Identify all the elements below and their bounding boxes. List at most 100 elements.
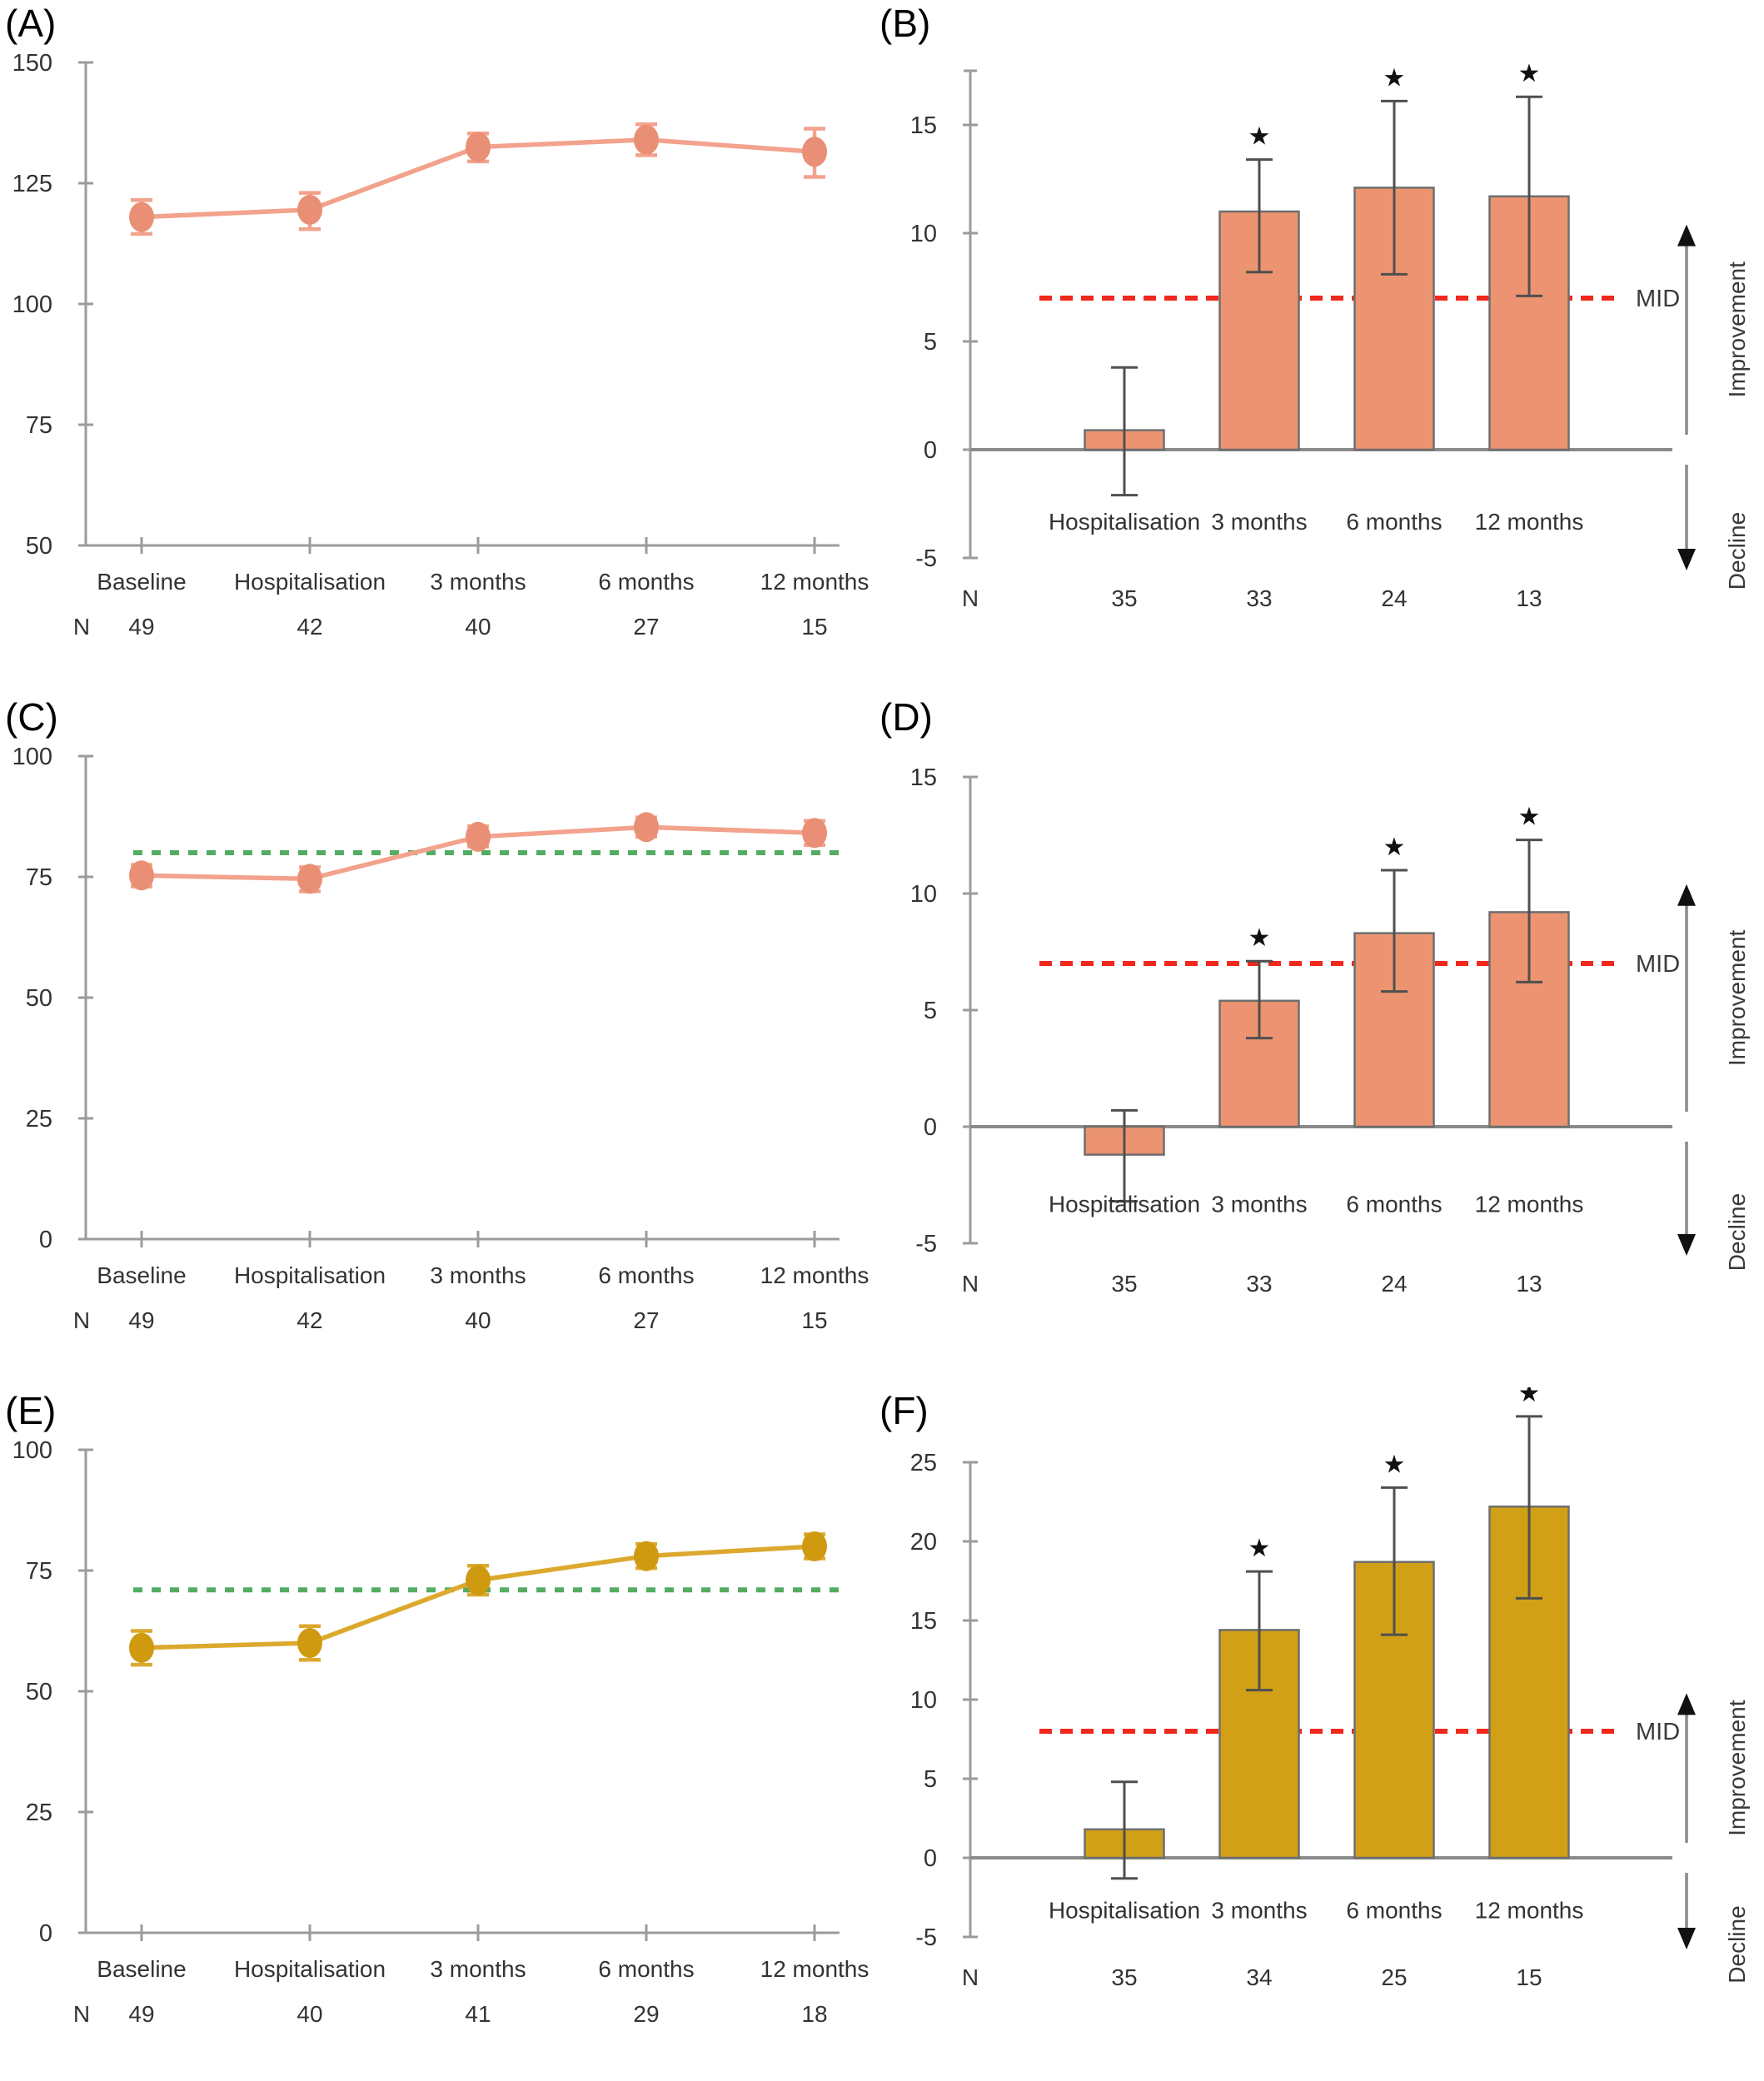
- data-point-marker: [129, 1632, 154, 1663]
- y-tick-label: 100: [12, 1437, 52, 1464]
- n-value: 49: [128, 614, 154, 640]
- n-row-label: N: [73, 614, 90, 640]
- decline-arrowhead: [1677, 1234, 1696, 1256]
- data-point-marker: [466, 1565, 491, 1596]
- x-category-label: Hospitalisation: [234, 1262, 386, 1288]
- n-value: 35: [1111, 585, 1137, 611]
- n-value: 49: [128, 1307, 154, 1333]
- x-category-label: 12 months: [760, 1956, 870, 1982]
- panel-label: (A): [5, 2, 56, 45]
- improvement-label: Improvement: [1724, 929, 1750, 1066]
- panel-label: (F): [880, 1389, 929, 1432]
- decline-label: Decline: [1724, 1905, 1750, 1983]
- data-point-marker: [466, 821, 491, 852]
- n-value: 35: [1111, 1964, 1137, 1990]
- y-tick-label: 100: [12, 291, 52, 318]
- y-tick-label: 15: [910, 764, 937, 791]
- n-value: 40: [465, 614, 491, 640]
- x-category-label: 12 months: [1475, 509, 1584, 535]
- significance-star: ★: [1248, 924, 1271, 952]
- x-category-label: 3 months: [1211, 1898, 1307, 1924]
- x-category-label: 3 months: [430, 1262, 526, 1288]
- data-point-marker: [802, 818, 827, 849]
- y-tick-label: 75: [26, 1558, 52, 1585]
- panel-e-line-chart: (E) 100 75 50 25 0 Baseline Hospitalisation 3 mo…: [5, 1389, 870, 2027]
- n-value: 27: [633, 1307, 659, 1333]
- y-tick-label: 5: [924, 329, 937, 356]
- n-value: 33: [1246, 585, 1272, 611]
- significance-star: ★: [1518, 804, 1541, 831]
- x-category-label: Hospitalisation: [1049, 509, 1200, 535]
- significance-star: ★: [1248, 1535, 1271, 1562]
- data-point-marker: [466, 132, 491, 162]
- y-tick-label: 0: [39, 1227, 52, 1253]
- y-tick-label: 20: [910, 1529, 937, 1556]
- n-value: 27: [633, 614, 659, 640]
- x-category-label: Baseline: [97, 1262, 186, 1288]
- n-value: 18: [801, 2001, 827, 2027]
- n-value: 35: [1111, 1271, 1137, 1297]
- y-tick-label: 125: [12, 171, 52, 197]
- data-point-marker: [129, 860, 154, 891]
- panel-label: (C): [5, 695, 58, 739]
- y-tick-label: 10: [910, 1687, 937, 1714]
- data-point-marker: [634, 1541, 659, 1571]
- x-category-label: 3 months: [1211, 1191, 1307, 1217]
- y-tick-label: 0: [39, 1920, 52, 1947]
- panel-b-bar-chart: (B) 15 10 5 0 -5 MID ★ ★ ★ Hospitalisation 3 months…: [880, 2, 1750, 611]
- x-category-label: 3 months: [430, 1956, 526, 1982]
- data-point-marker: [802, 1531, 827, 1561]
- y-tick-label: 100: [12, 744, 52, 770]
- y-tick-label: 0: [924, 437, 937, 464]
- decline-arrowhead: [1677, 549, 1696, 570]
- x-category-label: 3 months: [430, 569, 526, 595]
- series-line: [141, 1544, 815, 1650]
- x-category-label: Hospitalisation: [1049, 1898, 1200, 1924]
- n-row-label: N: [73, 2001, 90, 2027]
- n-value: 42: [296, 614, 322, 640]
- y-tick-label: 50: [26, 533, 52, 560]
- x-category-label: Baseline: [97, 1956, 186, 1982]
- x-category-label: 12 months: [1475, 1191, 1584, 1217]
- n-value: 40: [296, 2001, 322, 2027]
- improvement-label: Improvement: [1724, 1700, 1750, 1836]
- n-value: 41: [465, 2001, 491, 2027]
- panel-label: (E): [5, 1389, 56, 1432]
- decline-label: Decline: [1724, 1193, 1750, 1271]
- panel-a-line-chart: (A) 150 125 100 75 50 Baseline Hospitalisation 3…: [5, 2, 869, 640]
- n-value: 33: [1246, 1271, 1272, 1297]
- improvement-arrowhead: [1677, 1693, 1696, 1715]
- significance-star: ★: [1518, 60, 1541, 87]
- x-category-label: Hospitalisation: [234, 569, 386, 595]
- x-category-label: 6 months: [1346, 509, 1442, 535]
- n-value: 40: [465, 1307, 491, 1333]
- y-tick-label: -5: [915, 545, 937, 572]
- y-tick-label: 50: [26, 985, 52, 1012]
- n-row-label: N: [73, 1307, 90, 1333]
- data-point-marker: [634, 812, 659, 843]
- x-category-label: 12 months: [1475, 1898, 1584, 1924]
- n-value: 13: [1516, 1271, 1542, 1297]
- mid-label: MID: [1636, 286, 1680, 312]
- decline-arrowhead: [1677, 1928, 1696, 1949]
- y-tick-label: 15: [910, 1608, 937, 1635]
- y-tick-label: 150: [12, 50, 52, 77]
- y-tick-label: 75: [26, 864, 52, 891]
- n-value: 25: [1381, 1964, 1407, 1990]
- x-category-label: 6 months: [598, 1262, 694, 1288]
- y-tick-label: 25: [26, 1106, 52, 1133]
- y-tick-label: 5: [924, 1766, 937, 1793]
- significance-star: ★: [1518, 1387, 1541, 1407]
- panel-label: (B): [880, 2, 930, 45]
- x-category-label: Baseline: [97, 569, 186, 595]
- n-value: 15: [801, 1307, 827, 1333]
- x-category-label: 6 months: [1346, 1191, 1442, 1217]
- x-category-label: 12 months: [760, 1262, 870, 1288]
- mid-label: MID: [1636, 1719, 1680, 1745]
- x-category-label: 6 months: [1346, 1898, 1442, 1924]
- improvement-arrowhead: [1677, 224, 1696, 246]
- improvement-arrowhead: [1677, 884, 1696, 906]
- n-value: 34: [1246, 1964, 1272, 1990]
- data-point-marker: [297, 1628, 322, 1658]
